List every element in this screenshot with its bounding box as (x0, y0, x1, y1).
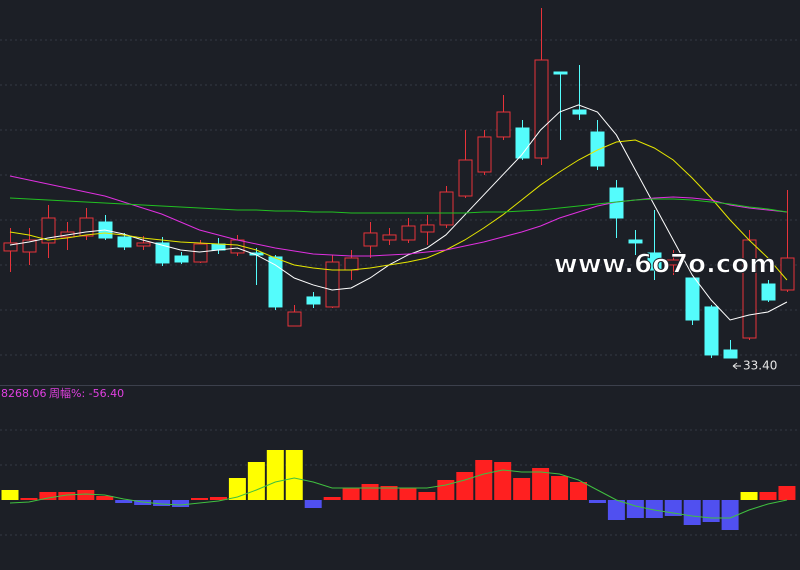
indicator-bar (475, 460, 493, 500)
candle-body (325, 261, 340, 308)
indicator-bar (721, 500, 739, 530)
candle-body (515, 127, 530, 159)
indicator-bar (153, 500, 171, 506)
indicator-bar (607, 500, 625, 520)
indicator-bar (551, 476, 569, 500)
candle-body (685, 277, 700, 321)
indicator-bar (778, 486, 796, 500)
candle-body (458, 159, 473, 197)
indicator-bar (532, 468, 550, 500)
indicator-value: 8268.06 (1, 387, 47, 400)
indicator-bar (266, 450, 284, 500)
candle-body (136, 242, 151, 247)
candle-body (306, 296, 321, 305)
low-arrow (732, 362, 741, 370)
indicator-panel (1, 450, 796, 530)
candle-body (401, 225, 416, 241)
indicator-bar (247, 462, 265, 500)
candle-body (22, 239, 37, 253)
candle-body (704, 306, 719, 356)
indicator-bar (342, 488, 360, 500)
indicator-bar (437, 480, 455, 500)
indicator-bar (645, 500, 663, 518)
indicator-line (9, 469, 788, 519)
indicator-bar (285, 450, 303, 500)
indicator-bar (702, 500, 720, 522)
indicator-bar (399, 488, 417, 500)
indicator-bar (456, 472, 474, 500)
candle-body (117, 236, 132, 248)
candle-body (79, 217, 94, 237)
indicator-bar (96, 496, 114, 500)
indicator-bar (323, 497, 341, 500)
indicator-bar (39, 492, 57, 500)
moving-average-line (9, 139, 788, 281)
moving-average-line (9, 104, 788, 321)
indicator-bar (58, 492, 76, 500)
candle-body (382, 234, 397, 241)
indicator-bar (191, 498, 208, 500)
candle-body (41, 217, 56, 244)
candle-body (193, 243, 208, 263)
indicator-bar (172, 500, 190, 507)
candle-body (268, 256, 283, 308)
indicator-bar (115, 500, 133, 503)
indicator-bar (209, 497, 227, 500)
candle-body (287, 311, 302, 327)
candle-body (590, 131, 605, 167)
candle-body (534, 59, 549, 159)
price-panel (3, 8, 795, 359)
indicator-bar (626, 500, 644, 518)
candle-body (647, 252, 662, 271)
indicator-bar (683, 500, 701, 525)
candle-body (344, 257, 359, 271)
candle-body (3, 242, 18, 252)
candle-body (155, 242, 170, 264)
indicator-bar (418, 492, 436, 500)
indicator-bar (759, 492, 777, 500)
indicator-bar (570, 482, 587, 500)
low-annotation: 33.40 (743, 359, 777, 373)
grid (0, 39, 800, 536)
candle-body (439, 191, 454, 226)
candle-body (553, 71, 568, 75)
indicator-bar (588, 500, 606, 503)
candle-body (723, 349, 738, 359)
indicator-bar (361, 484, 379, 500)
indicator-bar (494, 462, 512, 500)
indicator-bar (304, 500, 322, 508)
indicator-bar (513, 478, 531, 500)
candle-body (363, 232, 378, 247)
candle-body (420, 224, 435, 233)
candle-body (780, 257, 795, 291)
indicator-bar (20, 498, 38, 500)
watermark: www.6o7o.com (554, 250, 776, 280)
candle-body (477, 136, 492, 173)
candle-body (572, 109, 587, 115)
indicator-bar (740, 492, 758, 500)
moving-average-line (9, 175, 788, 257)
indicator-bar (77, 490, 95, 500)
moving-average-line (9, 197, 788, 214)
indicator-bar (380, 486, 398, 500)
candle-body (628, 239, 643, 244)
candle-body (496, 111, 511, 138)
indicator-bar (1, 490, 19, 500)
indicator-bar (228, 478, 246, 500)
indicator-label: 周幅%: -56.40 (49, 387, 124, 400)
candle-body (761, 283, 776, 301)
candle-body (174, 255, 189, 263)
candle-body (666, 259, 681, 266)
